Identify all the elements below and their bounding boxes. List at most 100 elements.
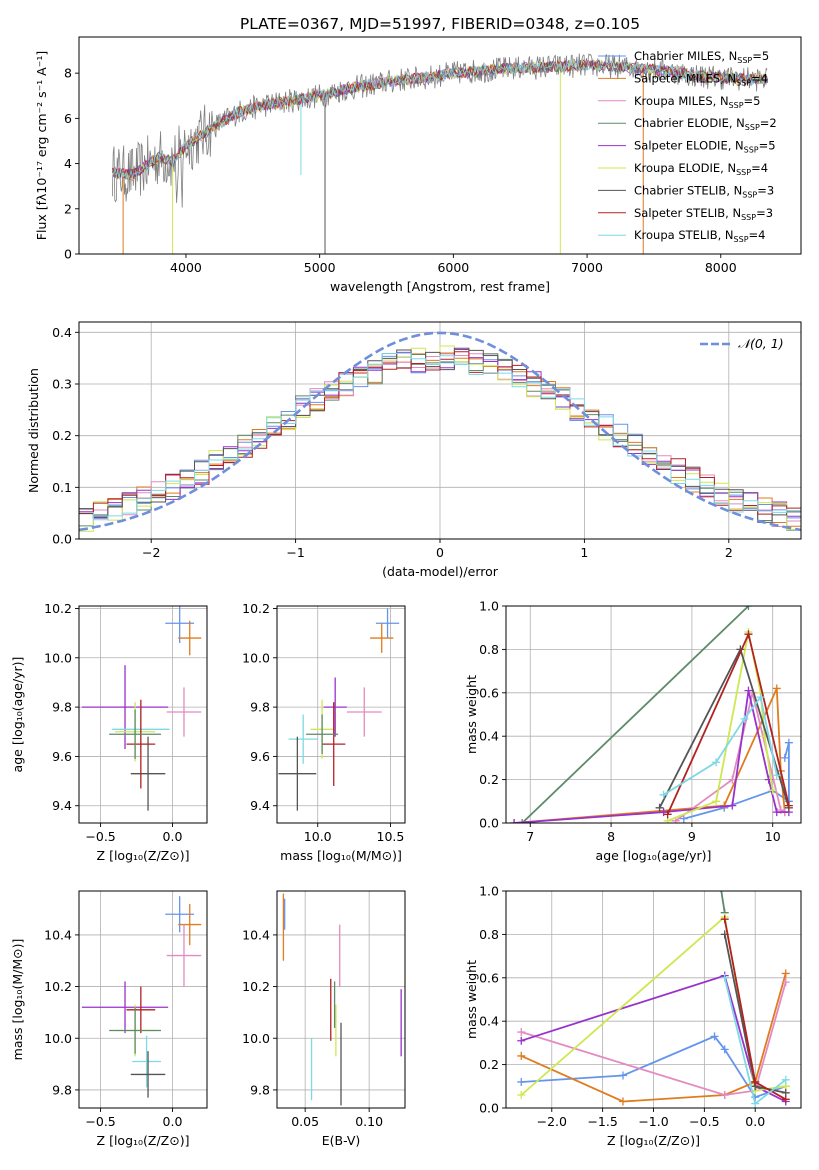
plot-area — [517, 891, 790, 1108]
plot-area — [510, 606, 793, 823]
y-axis-label: Flux [fλ10⁻¹⁷ erg cm⁻² s⁻¹ A⁻¹] — [34, 51, 49, 240]
panel-3: −0.5 0.0 9.4 9.6 9.8 10.0 10.2 Z [log₁₀(Z/Z⊙)] a… — [10, 601, 208, 863]
panel-8: −2.0 −1.5 −1.0 −0.5 0.0 0.0 0.2 0.4 0.6 0.8 1.0 Z [… — [464, 884, 802, 1148]
panel-4: 10.0 10.5 9.4 9.6 9.8 10.0 10.2 mass [log₁₀(M/M… — [242, 601, 406, 863]
y-tick-label: 1.0 — [479, 599, 499, 614]
x-tick-label: 7 — [526, 829, 534, 844]
y-tick-label: 10.2 — [242, 601, 270, 616]
y-axis-label: Normed distribution — [26, 368, 41, 493]
weight-marker — [712, 758, 721, 767]
weight-marker — [728, 775, 737, 784]
y-tick-label: 0.2 — [479, 1057, 499, 1072]
panel-2: −2 −1 0 1 2 0.0 0.1 0.2 0.3 0.4 (data-model)/error… — [26, 321, 802, 579]
weight-marker — [751, 1077, 760, 1086]
x-tick-label: 0.05 — [291, 1114, 319, 1129]
y-tick-label: 0.0 — [479, 816, 499, 831]
weight-marker — [517, 1051, 526, 1060]
weight-line — [521, 981, 787, 1096]
y-tick-label: 6 — [64, 111, 72, 126]
figure-title: PLATE=0367, MJD=51997, FIBERID=0348, z=0… — [240, 15, 640, 33]
legend-label: Chabrier MILES, NSSP=5 — [634, 49, 769, 65]
weight-marker — [728, 801, 737, 810]
y-tick-label: 0 — [64, 247, 72, 262]
y-tick-label: 9.6 — [250, 749, 270, 764]
weight-marker — [740, 714, 749, 723]
weight-marker — [720, 973, 729, 982]
spectrum-data-line — [112, 53, 768, 208]
panel-1: 4000 5000 6000 7000 8000 0 2 4 6 8 wavelength [Ang… — [34, 36, 802, 294]
y-tick-label: 10.4 — [242, 927, 270, 942]
y-tick-label: 10.2 — [44, 979, 72, 994]
x-axis-label: (data-model)/error — [382, 564, 499, 579]
x-tick-label: 5000 — [304, 260, 336, 275]
axes-frame — [505, 605, 802, 824]
weight-marker — [517, 1028, 526, 1037]
legend-label: Salpeter MILES, NSSP=4 — [634, 71, 768, 87]
y-tick-label: 0.4 — [52, 325, 72, 340]
y-tick-label: 0.8 — [479, 927, 499, 942]
plot-area — [79, 331, 801, 532]
weight-marker — [781, 978, 790, 987]
weight-marker — [784, 801, 793, 810]
y-tick-label: 10.2 — [242, 979, 270, 994]
weight-marker — [659, 790, 668, 799]
weight-marker — [517, 1090, 526, 1099]
x-tick-label: 0.10 — [355, 1114, 383, 1129]
weight-marker — [781, 1095, 790, 1104]
y-tick-label: 1.0 — [479, 884, 499, 899]
x-tick-label: 1 — [580, 545, 588, 560]
y-tick-label: 0.2 — [52, 428, 72, 443]
y-tick-label: 9.8 — [250, 1082, 270, 1097]
weight-marker — [720, 1045, 729, 1054]
model-line-7 — [112, 59, 768, 180]
x-tick-label: 2 — [725, 545, 733, 560]
weight-line — [683, 742, 790, 820]
x-tick-label: −0.5 — [689, 1114, 719, 1129]
weight-marker — [744, 686, 753, 695]
panel-5: 7 8 9 10 0.0 0.2 0.4 0.6 0.8 1.0 age [log₁₀(age/yr… — [464, 599, 802, 863]
x-tick-label: 8 — [607, 829, 615, 844]
x-tick-label: 7000 — [571, 260, 603, 275]
plot-area — [81, 896, 202, 1098]
weight-marker — [772, 684, 781, 693]
y-tick-label: 9.4 — [250, 798, 270, 813]
axes-frame — [78, 890, 208, 1109]
x-tick-label: −1.0 — [638, 1114, 668, 1129]
x-tick-label: 10 — [765, 829, 781, 844]
y-tick-label: 9.8 — [52, 700, 72, 715]
y-tick-label: 0.3 — [52, 377, 72, 392]
x-axis-label: Z [log₁₀(Z/Z⊙)] — [97, 848, 190, 863]
weight-marker — [663, 810, 672, 819]
weight-marker — [517, 1036, 526, 1045]
weight-line — [521, 974, 787, 1103]
weight-marker — [618, 1071, 627, 1080]
y-tick-label: 4 — [64, 156, 72, 171]
y-tick-label: 9.4 — [52, 798, 72, 813]
weight-marker — [517, 1077, 526, 1086]
axes-frame — [276, 890, 406, 1109]
y-tick-label: 0.2 — [479, 772, 499, 787]
y-tick-label: 10.0 — [242, 1031, 270, 1046]
y-axis-label: mass [log₁₀(M/M⊙)] — [10, 939, 25, 1061]
x-tick-label: 4000 — [170, 260, 202, 275]
x-axis-label: age [log₁₀(age/yr)] — [596, 848, 712, 863]
weight-marker — [710, 1032, 719, 1041]
x-tick-label: −1 — [286, 545, 304, 560]
x-axis-label: Z [log₁₀(Z/Z⊙)] — [607, 1133, 700, 1148]
weight-line — [521, 1035, 787, 1099]
x-axis-label: mass [log₁₀(M/M⊙)] — [280, 848, 402, 863]
y-tick-label: 9.8 — [52, 1082, 72, 1097]
x-tick-label: 10.5 — [377, 829, 405, 844]
weight-marker — [744, 630, 753, 639]
weight-marker — [655, 803, 664, 812]
x-tick-label: −0.5 — [85, 829, 115, 844]
x-tick-label: 0 — [436, 545, 444, 560]
weight-marker — [784, 738, 793, 747]
x-tick-label: −1.5 — [587, 1114, 617, 1129]
x-tick-label: 8000 — [705, 260, 737, 275]
panel-6: −0.5 0.0 9.8 10.0 10.2 10.4 Z [log₁₀(Z/Z⊙)] mas… — [10, 890, 208, 1148]
weight-marker — [772, 771, 781, 780]
weight-marker — [768, 786, 777, 795]
x-axis-label: E(B-V) — [322, 1133, 361, 1148]
